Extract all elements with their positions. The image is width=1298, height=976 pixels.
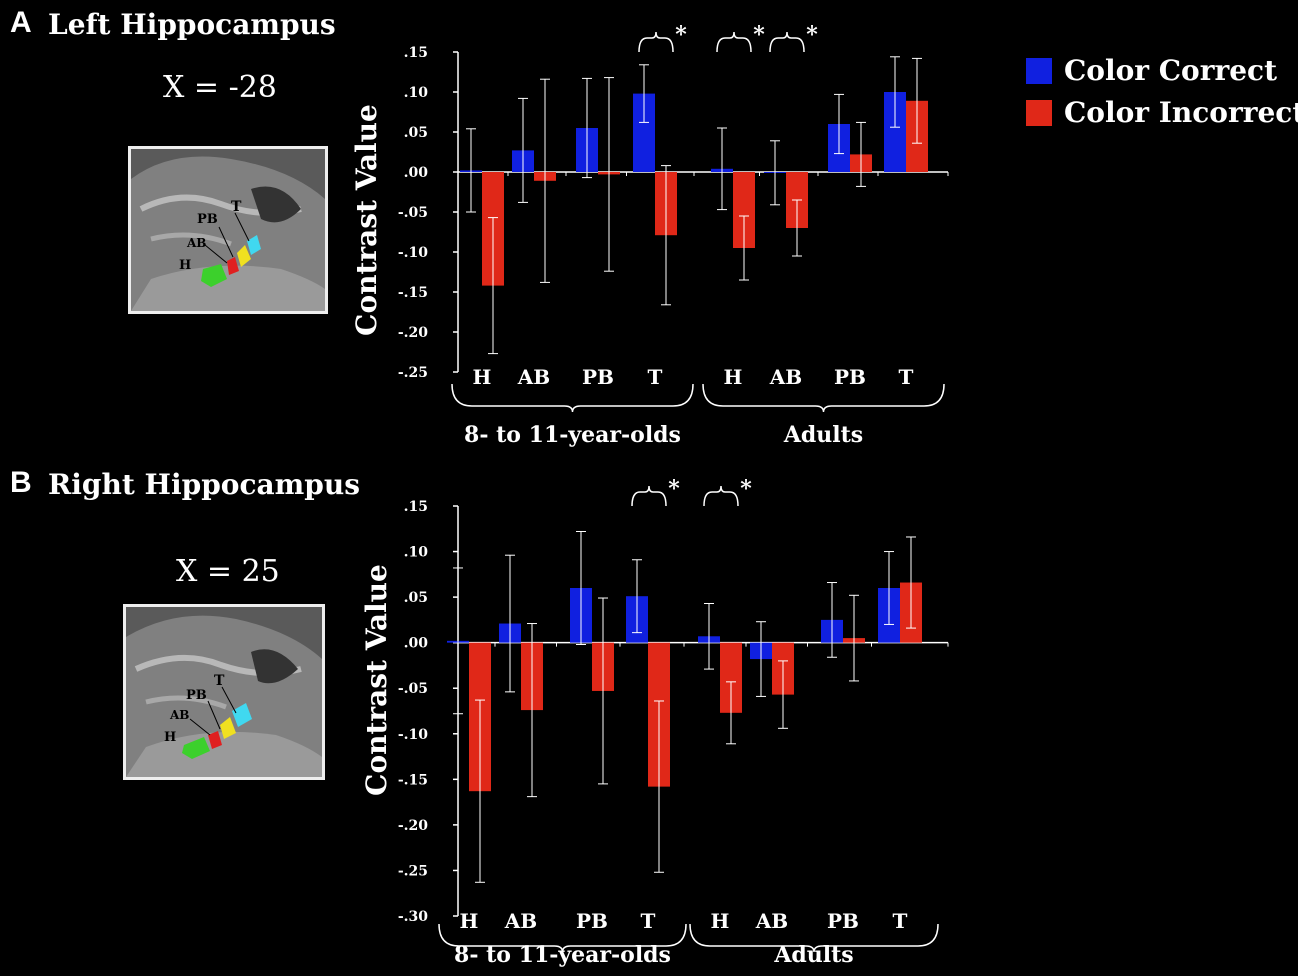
category-label-0-5: AB [769,365,802,389]
y-tick-label-1-2: .05 [404,590,428,606]
significance-bracket-0-2 [769,31,805,53]
y-axis-label-0: Contrast Value [350,104,383,336]
y-tick-label-1-0: .15 [404,499,428,515]
panel-a-title: Left Hippocampus [48,8,336,41]
category-label-1-2: PB [576,909,608,933]
y-tick-label-0-5: -.10 [398,245,428,261]
significance-star-1-0: * [668,476,680,502]
significance-star-1-1: * [740,476,752,502]
significance-bracket-1-0 [631,485,667,507]
category-label-1-3: T [641,909,656,933]
brain-slice-illustration: PB T AB H [131,149,325,311]
brain-label-pb-right: PB [186,688,207,703]
category-label-1-5: AB [755,909,788,933]
group-brace-0-0 [451,383,694,413]
y-axis-label-1: Contrast Value [360,564,393,796]
panel-a-letter: A [10,6,32,39]
y-tick-label-0-4: -.05 [398,205,428,221]
bar-0-color-correct-7 [884,92,906,172]
significance-bracket-0-0 [638,31,674,53]
significance-star-0-1: * [753,22,765,48]
group-label-0-1: Adults [783,422,863,448]
category-label-0-3: T [648,365,663,389]
group-brace-1-0 [438,923,687,953]
significance-bracket-0-1 [716,31,752,53]
brain-label-pb: PB [197,212,218,227]
panel-a-coordinate: X = -28 [163,70,277,105]
category-label-1-7: T [893,909,908,933]
category-label-1-4: H [711,909,730,933]
y-tick-label-1-9: -.30 [398,909,428,925]
group-brace-0-1 [702,383,945,413]
panel-b-letter: B [10,466,32,499]
group-label-0-0: 8- to 11-year-olds [464,422,681,448]
y-tick-label-1-5: -.10 [398,727,428,743]
legend-label-color-incorrect: Color Incorrect [1064,96,1298,129]
y-tick-label-0-7: -.20 [398,325,428,341]
category-label-1-1: AB [504,909,537,933]
category-label-0-1: AB [517,365,550,389]
category-label-0-0: H [473,365,492,389]
left-hippocampus-brain-image: PB T AB H [128,146,328,314]
legend-swatch-color-incorrect [1026,99,1052,126]
legend-label-color-correct: Color Correct [1064,54,1278,87]
legend-swatch-color-correct [1026,57,1052,84]
legend-item-color-correct: Color Correct [1026,54,1277,87]
group-label-1-0: 8- to 11-year-olds [454,942,671,968]
panel-b-coordinate: X = 25 [176,554,280,589]
brain-label-h-right: H [164,730,176,745]
bar-0-color-incorrect-4 [733,172,755,248]
category-label-0-7: T [899,365,914,389]
category-label-1-0: H [460,909,479,933]
group-label-1-1: Adults [773,942,853,968]
brain-label-t: T [231,199,242,215]
y-tick-label-1-6: -.15 [398,772,428,788]
category-label-0-2: PB [582,365,614,389]
y-tick-label-1-4: -.05 [398,681,428,697]
y-tick-label-0-2: .05 [404,125,428,141]
brain-label-h: H [179,258,191,273]
y-tick-label-1-8: -.25 [398,863,428,879]
bar-1-color-incorrect-4 [720,642,742,713]
bar-0-color-correct-3 [633,93,655,172]
y-tick-label-0-1: .10 [404,85,429,101]
y-tick-label-0-8: -.25 [398,365,428,381]
y-tick-label-0-0: .15 [404,45,428,61]
significance-star-0-0: * [675,22,687,48]
brain-label-ab-right: AB [169,708,189,722]
y-tick-label-1-1: .10 [404,545,429,561]
brain-slice-illustration-right: PB T AB H [126,607,322,777]
y-tick-label-1-7: -.20 [398,818,428,834]
panel-b-title: Right Hippocampus [48,468,360,501]
category-label-0-4: H [724,365,743,389]
significance-bracket-1-1 [703,485,739,507]
group-brace-1-1 [689,923,939,953]
category-label-0-6: PB [834,365,866,389]
legend-item-color-incorrect: Color Incorrect [1026,96,1298,129]
brain-label-ab: AB [186,236,206,250]
y-tick-label-1-3: .00 [404,636,429,652]
significance-star-0-2: * [806,22,818,48]
category-label-1-6: PB [827,909,859,933]
right-hippocampus-brain-image: PB T AB H [123,604,325,780]
y-tick-label-0-6: -.15 [398,285,428,301]
y-tick-label-0-3: .00 [404,165,429,181]
brain-label-t-right: T [214,673,225,689]
